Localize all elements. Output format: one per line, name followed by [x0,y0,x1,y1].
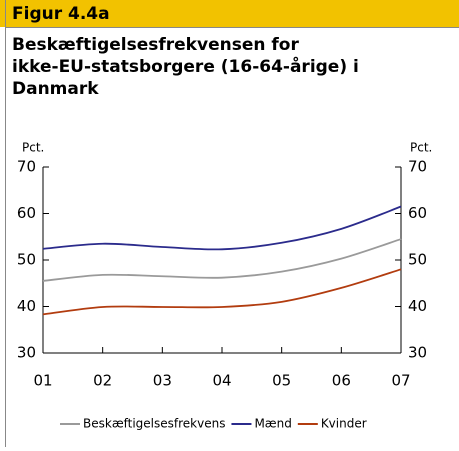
x-tick-label: 07 [391,372,410,390]
y-tick-label: 60 [17,204,36,222]
y2-tick-label: 70 [408,158,427,176]
y2-tick-label: 50 [408,251,427,269]
y-axis-label: Pct. [22,141,44,155]
legend-label: Mænd [254,417,291,431]
y-tick-label: 30 [17,344,36,362]
chart-title: Danmark [12,79,99,99]
y2-tick-label: 30 [408,344,427,362]
chart-title: ikke-EU-statsborgere (16-64-årige) i [12,55,359,77]
x-tick-label: 01 [33,372,52,390]
y-tick-label: 50 [17,251,36,269]
x-tick-label: 05 [272,372,291,390]
y2-axis-label: Pct. [410,141,432,155]
legend-label: Beskæftigelsesfrekvens [83,417,225,431]
header-band [0,0,459,27]
chart-title: Beskæftigelsesfrekvensen for [12,35,299,55]
y2-tick-label: 60 [408,204,427,222]
x-tick-label: 04 [212,372,231,390]
y-tick-label: 40 [17,297,36,315]
x-tick-label: 06 [332,372,351,390]
y2-tick-label: 40 [408,297,427,315]
series-line [42,268,402,316]
figure-label: Figur 4.4a [12,4,110,24]
x-tick-label: 02 [93,372,112,390]
series-line [42,205,402,251]
series-line [42,238,402,282]
legend-label: Kvinder [321,417,367,431]
y-tick-label: 70 [17,158,36,176]
x-tick-label: 03 [153,372,172,390]
